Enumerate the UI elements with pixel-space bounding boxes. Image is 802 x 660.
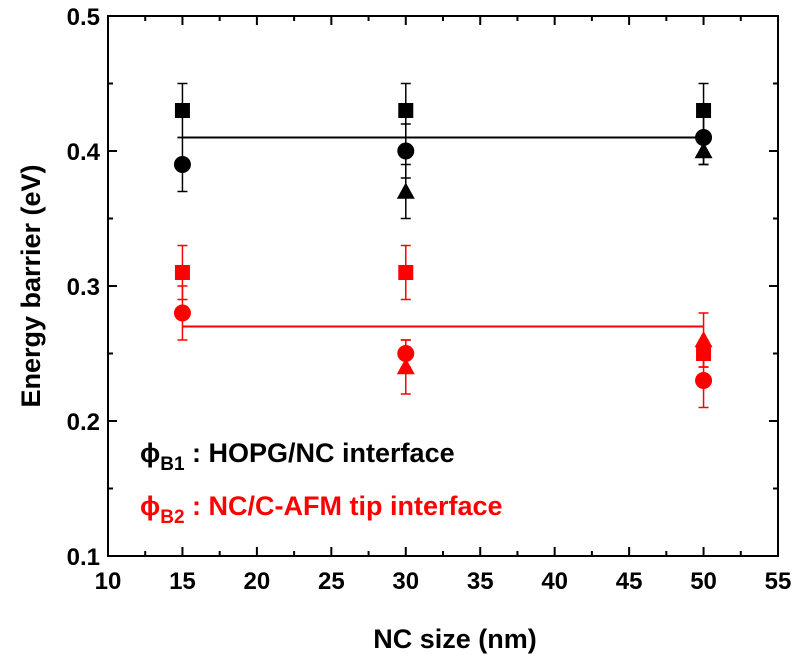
x-tick-label: 25 <box>318 568 345 595</box>
x-tick-label: 20 <box>244 568 271 595</box>
x-tick-label: 10 <box>95 568 122 595</box>
data-point-square <box>174 265 190 280</box>
annotation-b1-symbol: ϕ <box>140 438 160 468</box>
annotation-b2: ϕB2 : NC/C-AFM tip interface <box>140 491 503 528</box>
x-tick-label: 55 <box>765 568 792 595</box>
x-tick-label: 30 <box>392 568 419 595</box>
annotation-b2-subscript: B2 <box>160 507 184 528</box>
axes-layer: 10 15 20 25 30 35 40 45 50 55 0.1 0.2 0.3 0.4 0.5 <box>67 4 792 595</box>
data-point-triangle <box>694 331 713 348</box>
x-tick-label: 50 <box>690 568 717 595</box>
annotation-b1: ϕB1 : HOPG/NC interface <box>140 438 455 475</box>
plot-frame <box>107 15 779 557</box>
x-axis-label: NC size (nm) <box>373 624 537 654</box>
data-point-square <box>174 103 190 118</box>
y-tick-label: 0.5 <box>67 4 100 31</box>
data-point-circle <box>695 372 713 389</box>
data-point-circle <box>397 142 415 160</box>
data-point-circle <box>173 156 191 173</box>
y-tick-label: 0.3 <box>67 274 100 301</box>
annotation-b1-text: : HOPG/NC interface <box>185 438 455 468</box>
x-tick-label: 45 <box>616 568 643 595</box>
data-point-triangle <box>396 182 415 199</box>
data-point-circle <box>173 304 191 322</box>
annotation-b2-symbol: ϕ <box>140 491 160 521</box>
plot-layer <box>173 82 713 409</box>
data-point-square <box>398 103 414 118</box>
data-point-square <box>398 265 414 280</box>
data-point-triangle <box>694 142 713 159</box>
data-point-triangle <box>396 358 415 375</box>
x-tick-label: 40 <box>541 568 568 595</box>
y-tick-label: 0.4 <box>67 139 101 166</box>
annotation-b1-subscript: B1 <box>160 454 185 475</box>
x-tick-label: 35 <box>467 568 494 595</box>
y-tick-label: 0.2 <box>67 409 100 436</box>
x-tick-label: 15 <box>169 568 196 595</box>
annotation-b2-text: : NC/C-AFM tip interface <box>185 491 503 521</box>
y-tick-label: 0.1 <box>67 544 100 571</box>
y-axis-label: Energy barrier (eV) <box>16 164 46 407</box>
